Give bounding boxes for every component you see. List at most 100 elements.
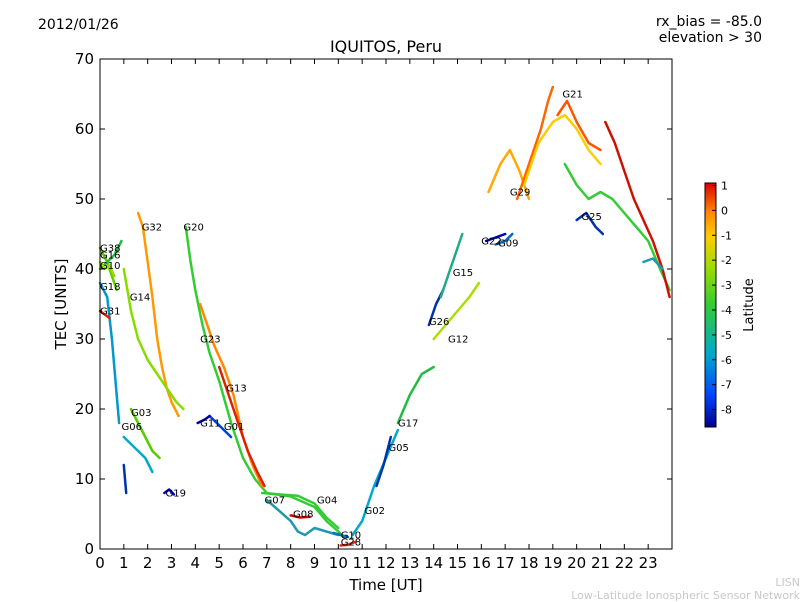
y-tick-label: 30 xyxy=(75,330,94,348)
series-label: G11 xyxy=(200,419,220,430)
x-tick-label: 4 xyxy=(191,554,201,572)
y-tick-label: 50 xyxy=(75,190,94,208)
x-tick-label: 15 xyxy=(448,554,467,572)
series-g17 xyxy=(396,365,435,425)
series-g38 xyxy=(98,246,118,292)
chart-title: IQUITOS, Peru xyxy=(329,37,443,56)
series-g19 xyxy=(163,488,176,496)
series-g14 xyxy=(122,267,185,411)
series-label: G15 xyxy=(453,268,473,279)
x-tick-label: 22 xyxy=(615,554,634,572)
colorbar-tick-label: -6 xyxy=(721,354,732,367)
colorbar-tick-label: 0 xyxy=(721,204,728,217)
x-tick-label: 19 xyxy=(543,554,562,572)
plot-frame xyxy=(99,58,673,550)
series-g32 xyxy=(136,211,180,418)
x-tick-label: 6 xyxy=(238,554,248,572)
colorbar-tick-label: -8 xyxy=(721,404,732,417)
series-g20 xyxy=(184,225,345,538)
series-label: G12 xyxy=(448,335,468,346)
date-label: 2012/01/26 xyxy=(38,17,119,33)
x-tick-label: 20 xyxy=(567,554,586,572)
series-label: G04 xyxy=(317,496,337,507)
series-g28 xyxy=(339,540,357,547)
series-label: G38 xyxy=(100,244,120,255)
x-tick-label: 12 xyxy=(376,554,395,572)
x-tick-label: 0 xyxy=(95,554,105,572)
series-label: G05 xyxy=(388,443,408,454)
series-label: G14 xyxy=(130,293,150,304)
x-tick-label: 16 xyxy=(472,554,491,572)
series-g03 xyxy=(129,407,161,460)
series-g07 xyxy=(265,498,340,537)
series-g05 xyxy=(375,435,393,488)
series-g25c xyxy=(604,120,671,299)
series-g25 xyxy=(575,211,605,236)
series-label: G31 xyxy=(100,307,120,318)
series-label: G22 xyxy=(481,237,501,248)
x-tick-label: 7 xyxy=(262,554,272,572)
series-label: G16 xyxy=(100,251,120,262)
y-tick-label: 60 xyxy=(75,120,94,138)
series-label: G08 xyxy=(293,510,313,521)
colorbar-tick-label: -2 xyxy=(721,254,732,267)
series-label: G06 xyxy=(122,422,142,433)
series-label: G29 xyxy=(510,188,530,199)
series-label: G13 xyxy=(226,384,246,395)
series-label: G20 xyxy=(183,223,203,234)
series-label: G07 xyxy=(265,496,285,507)
colorbar-tick-label: 1 xyxy=(721,179,728,192)
series-label: G10 xyxy=(100,261,120,272)
x-tick-label: 8 xyxy=(286,554,296,572)
colorbar-label: Latitude xyxy=(742,278,757,332)
series-g15 xyxy=(439,232,464,299)
series-g08 xyxy=(289,514,311,519)
series-g18 xyxy=(98,281,121,425)
series-g25d xyxy=(642,257,664,271)
rx-bias-label: rx_bias = -85.0 xyxy=(655,14,762,30)
footer: LISN Low-Latitude Ionospheric Sensor Net… xyxy=(571,576,800,602)
series-label: G10 xyxy=(341,531,361,542)
colorbar-tick-label: -7 xyxy=(721,379,732,392)
footer-line2: Low-Latitude Ionospheric Sensor Network xyxy=(571,589,800,602)
x-tick-label: 14 xyxy=(424,554,443,572)
x-axis-label: Time [UT] xyxy=(348,576,422,594)
elevation-label: elevation > 30 xyxy=(658,30,762,46)
colorbar-tick-label: -4 xyxy=(721,304,732,317)
series-g01 xyxy=(208,414,233,439)
y-tick-label: 0 xyxy=(84,540,94,558)
series-g23 xyxy=(198,302,264,488)
x-tick-label: 5 xyxy=(214,554,224,572)
footer-line1: LISN xyxy=(775,576,800,589)
colorbar xyxy=(704,182,717,428)
series-label: G01 xyxy=(224,422,244,433)
series-label: G09 xyxy=(498,239,518,250)
series-g31 xyxy=(98,309,111,320)
series-g21c xyxy=(556,99,602,152)
series-g21 xyxy=(515,85,555,201)
series-label: G32 xyxy=(142,223,162,234)
series-label: G02 xyxy=(365,506,385,517)
x-tick-label: 11 xyxy=(353,554,372,572)
x-tick-label: 2 xyxy=(143,554,153,572)
series-label: G03 xyxy=(131,408,151,419)
series-g22 xyxy=(484,232,507,243)
y-axis: 0 10 20 30 40 50 60 70 xyxy=(75,50,672,558)
series-g10b xyxy=(98,260,116,278)
series-g11 xyxy=(196,414,211,425)
colorbar-tick-label: -1 xyxy=(721,229,732,242)
colorbar-tick-label: -3 xyxy=(721,279,732,292)
series-g06 xyxy=(122,435,154,474)
series-label: G25 xyxy=(581,212,601,223)
series-label: G21 xyxy=(562,90,582,101)
x-tick-label: 23 xyxy=(639,554,658,572)
y-tick-label: 10 xyxy=(75,470,94,488)
series-g13 xyxy=(217,365,266,488)
x-tick-label: 21 xyxy=(591,554,610,572)
colorbar-ticks: 1 0 -1 -2 -3 -4 -5 -6 -7 -8 xyxy=(712,179,732,417)
y-axis-label: TEC [UNITS] xyxy=(52,259,70,351)
series-label: G18 xyxy=(100,282,120,293)
series-label: G26 xyxy=(429,317,449,328)
